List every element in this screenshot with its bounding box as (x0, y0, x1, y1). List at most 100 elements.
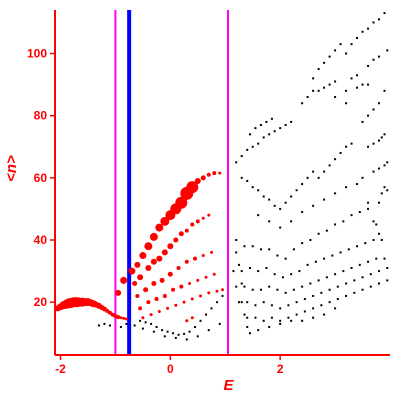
data-point (216, 301, 219, 304)
data-point (246, 326, 249, 329)
data-point (243, 285, 246, 288)
data-point (320, 304, 323, 307)
data-point (325, 276, 328, 279)
data-point (119, 316, 123, 320)
data-point (273, 273, 276, 276)
data-point (317, 89, 320, 92)
data-point (276, 254, 279, 257)
data-point (325, 229, 328, 232)
data-point (251, 145, 254, 148)
data-point (196, 278, 200, 282)
data-point (248, 133, 251, 136)
data-point (237, 301, 240, 304)
data-point (248, 332, 251, 335)
data-point (301, 211, 304, 214)
data-point (210, 307, 213, 310)
data-point (210, 250, 214, 254)
data-point (292, 248, 295, 251)
data-point (218, 322, 221, 325)
data-point (188, 282, 192, 286)
data-point (221, 288, 224, 292)
data-point (361, 276, 364, 279)
data-point (137, 274, 144, 281)
data-point (154, 297, 159, 302)
data-point (179, 284, 184, 289)
data-point (367, 27, 370, 30)
data-point (378, 282, 381, 285)
data-point (323, 313, 326, 316)
data-point (212, 171, 217, 176)
data-point (279, 127, 282, 130)
series-layer (54, 12, 389, 341)
data-point (134, 261, 141, 268)
data-point (287, 304, 290, 307)
data-point (185, 319, 189, 323)
data-point (155, 326, 158, 329)
data-point (342, 270, 345, 273)
data-point (166, 306, 170, 310)
data-point (306, 263, 309, 266)
data-point (378, 102, 381, 105)
data-point (201, 216, 205, 220)
data-point (190, 316, 194, 320)
ticks: -2 0 2 20 40 60 80 100 (27, 47, 284, 376)
data-point (132, 281, 138, 287)
data-point (312, 307, 315, 310)
data-point (339, 151, 342, 154)
data-point (323, 170, 326, 173)
data-point (257, 214, 260, 217)
x-axis-label: E (223, 377, 234, 394)
data-point (240, 301, 243, 304)
data-point (240, 176, 243, 179)
data-point (268, 326, 271, 329)
data-point (356, 86, 359, 89)
data-point (215, 289, 219, 293)
data-point (128, 267, 136, 275)
data-point (295, 313, 298, 316)
data-point (157, 309, 161, 313)
data-point (386, 266, 389, 269)
data-point (268, 285, 271, 288)
data-point (251, 245, 254, 248)
data-point (323, 61, 326, 64)
data-point (306, 176, 309, 179)
data-point (257, 270, 260, 273)
data-point (262, 319, 265, 322)
data-point (235, 239, 238, 241)
data-point (155, 223, 164, 232)
data-point (334, 273, 337, 276)
data-point (254, 127, 257, 130)
data-point (334, 307, 337, 310)
data-point (144, 321, 147, 324)
x-tick-label: 2 (277, 362, 284, 376)
data-point (317, 176, 320, 179)
data-point (284, 291, 287, 294)
data-point (139, 319, 142, 322)
data-point (336, 285, 339, 288)
data-point (115, 289, 122, 296)
data-point (279, 319, 282, 322)
data-point (184, 259, 189, 264)
data-point (262, 195, 265, 198)
data-point (206, 172, 211, 177)
data-point (248, 266, 251, 269)
data-point (143, 287, 149, 293)
data-point (350, 43, 353, 46)
data-point (361, 83, 364, 86)
data-point (328, 83, 331, 86)
data-point (345, 52, 348, 55)
data-point (268, 133, 271, 136)
y-tick-label: 60 (34, 171, 48, 185)
data-point (240, 155, 243, 158)
data-point (207, 213, 211, 217)
data-point (193, 256, 198, 261)
data-point (328, 301, 331, 304)
data-point (240, 270, 243, 273)
data-point (151, 281, 157, 287)
data-point (185, 338, 188, 341)
data-point (125, 322, 128, 325)
data-point (273, 204, 276, 207)
data-point (367, 83, 370, 86)
data-point (135, 293, 140, 298)
data-point (323, 198, 326, 201)
